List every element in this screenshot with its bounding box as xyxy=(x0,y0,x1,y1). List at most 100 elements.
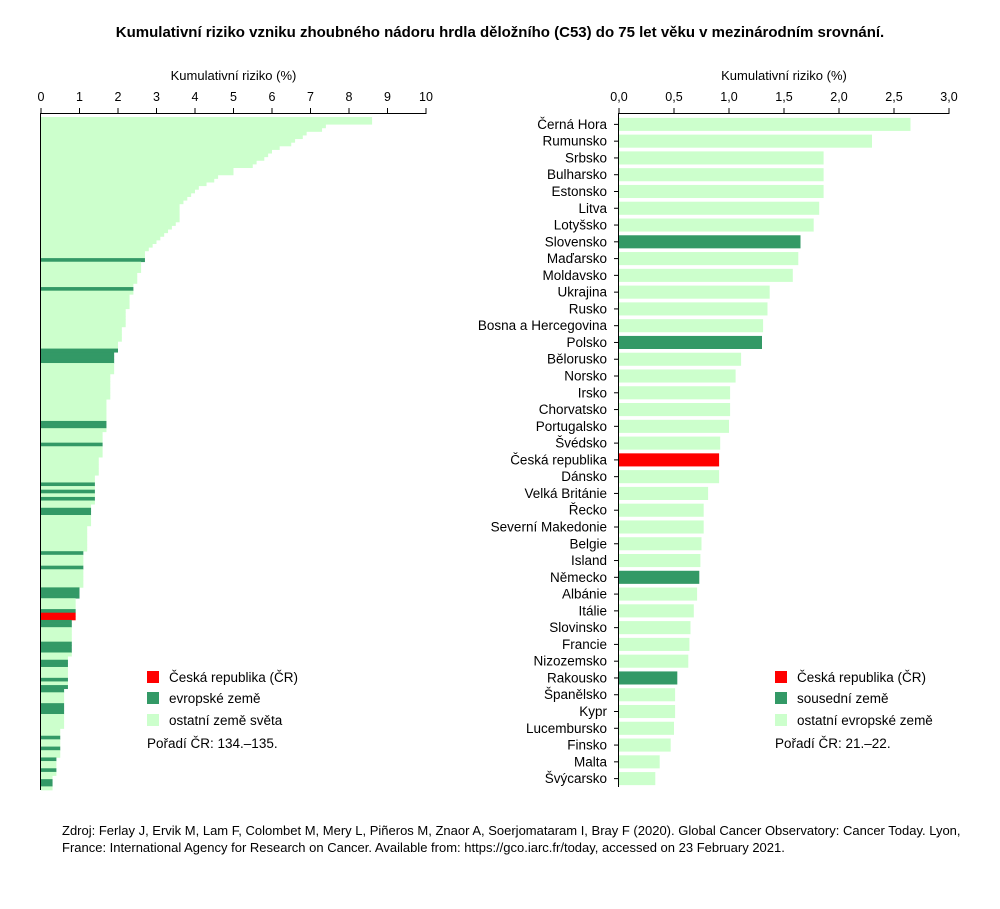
left-bar xyxy=(41,272,138,277)
left-tick-label: 8 xyxy=(346,90,353,104)
left-bar xyxy=(41,156,265,161)
right-category-label: Albánie xyxy=(562,587,607,602)
left-bar xyxy=(41,250,145,255)
right-bar xyxy=(619,319,764,333)
right-category-label: Rusko xyxy=(569,301,607,316)
right-bar xyxy=(619,604,694,618)
left-bar xyxy=(41,764,57,769)
right-bar xyxy=(619,637,690,651)
right-bar xyxy=(619,419,729,433)
left-bar xyxy=(41,554,84,559)
left-bar xyxy=(41,674,68,679)
right-bar xyxy=(619,218,814,232)
left-bar xyxy=(41,478,95,483)
right-category-label: Ukrajina xyxy=(557,285,607,300)
left-bar xyxy=(41,724,65,729)
left-bar xyxy=(41,572,84,577)
left-bar xyxy=(41,489,95,494)
left-tick-label: 2 xyxy=(115,90,122,104)
right-bar xyxy=(619,235,801,249)
right-category-label: Irsko xyxy=(578,385,607,400)
right-category-label: Maďarsko xyxy=(547,251,607,266)
left-legend-swatch xyxy=(147,714,159,726)
right-bar xyxy=(619,520,704,534)
left-bar xyxy=(41,200,184,205)
right-category-label: Island xyxy=(571,553,607,568)
left-rank-note: Pořadí ČR: 134.–135. xyxy=(147,736,278,751)
right-axis-title: Kumulativní riziko (%) xyxy=(721,68,847,83)
left-bar xyxy=(41,442,103,447)
left-bar xyxy=(41,344,118,349)
left-bar xyxy=(41,601,76,606)
left-bar xyxy=(41,746,61,751)
right-category-label: Belgie xyxy=(569,536,607,551)
left-bar xyxy=(41,703,65,708)
right-bar xyxy=(619,335,762,349)
right-bar xyxy=(619,503,704,517)
left-bar xyxy=(41,612,76,617)
left-bar xyxy=(41,677,68,682)
left-bar xyxy=(41,341,118,346)
right-tick-label: 2,5 xyxy=(885,90,902,104)
left-bar xyxy=(41,182,207,187)
right-category-label: Dánsko xyxy=(561,469,607,484)
left-bar xyxy=(41,652,72,657)
right-chart: Kumulativní riziko (%) 0,0 0,5 1,0 1,5 2,0 2,5… xyxy=(478,68,958,787)
left-tick-label: 6 xyxy=(269,90,276,104)
left-bar xyxy=(41,645,72,650)
left-bar xyxy=(41,768,57,773)
left-bar xyxy=(41,728,61,733)
right-bar xyxy=(619,352,742,366)
left-bar xyxy=(41,261,142,266)
left-tick-label: 4 xyxy=(192,90,199,104)
left-bar xyxy=(41,323,126,328)
left-bar xyxy=(41,301,130,306)
left-bar xyxy=(41,779,53,784)
left-tick-label: 1 xyxy=(76,90,83,104)
right-bar xyxy=(619,252,799,266)
right-bar xyxy=(619,772,656,786)
right-category-label: Bulharsko xyxy=(547,167,607,182)
left-bar xyxy=(41,229,169,234)
left-bar xyxy=(41,435,103,440)
left-axis-title: Kumulativní riziko (%) xyxy=(171,68,297,83)
left-bar xyxy=(41,609,76,614)
left-bar xyxy=(41,529,88,534)
right-legend-label: ostatní evropské země xyxy=(797,713,933,728)
right-bar xyxy=(619,738,671,752)
left-bar xyxy=(41,732,61,737)
left-bar xyxy=(41,761,57,766)
left-legend-label: evropské země xyxy=(169,691,261,706)
left-bar xyxy=(41,413,107,418)
left-bar xyxy=(41,623,72,628)
left-bar xyxy=(41,406,107,411)
left-bar xyxy=(41,786,53,791)
right-category-label: Velká Británie xyxy=(524,486,607,501)
right-bar xyxy=(619,201,820,215)
left-bar xyxy=(41,721,65,726)
right-bar xyxy=(619,453,720,467)
left-bar xyxy=(41,688,65,693)
right-category-label: Česká republika xyxy=(510,452,607,467)
left-bar xyxy=(41,131,307,136)
right-category-label: Malta xyxy=(574,754,608,769)
left-bar xyxy=(41,124,326,129)
left-legend-label: Česká republika (ČR) xyxy=(169,670,298,685)
left-bar xyxy=(41,211,180,216)
left-bar xyxy=(41,594,80,599)
left-bar xyxy=(41,399,107,404)
left-bar xyxy=(41,276,138,281)
source-note: Zdroj: Ferlay J, Ervik M, Lam F, Colombe… xyxy=(62,823,961,855)
right-category-label: Lucembursko xyxy=(526,721,607,736)
right-bar xyxy=(619,285,770,299)
left-bar xyxy=(41,782,53,787)
left-bar xyxy=(41,196,188,201)
left-bar xyxy=(41,464,99,469)
left-bar xyxy=(41,457,99,462)
left-bar xyxy=(41,149,272,154)
left-bar xyxy=(41,337,122,342)
right-tick-label: 1,5 xyxy=(775,90,792,104)
right-bar xyxy=(619,184,824,199)
left-bar xyxy=(41,395,111,400)
